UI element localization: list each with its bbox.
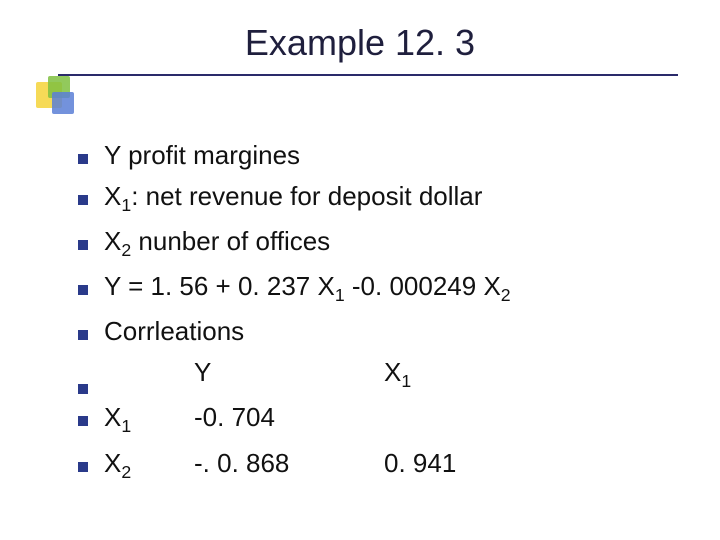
slide-title: Example 12. 3 (0, 22, 720, 64)
list-item: Y = 1. 56 + 0. 237 X1 -0. 000249 X2 (78, 269, 658, 308)
corr-table-row: X2 -. 0. 868 0. 941 (104, 446, 456, 485)
bullet-text: Y profit margines (104, 138, 300, 173)
bullet-icon (78, 154, 88, 164)
text-fragment: Y = 1. 56 + 0. 237 X (104, 271, 335, 301)
bullet-icon (78, 330, 88, 340)
title-underline (58, 74, 678, 76)
table-cell (104, 355, 194, 394)
text-fragment: X (384, 357, 401, 387)
subscript: 2 (121, 240, 131, 260)
text-fragment: : net revenue for deposit dollar (131, 181, 482, 211)
text-fragment: X (104, 448, 121, 478)
bullet-text: X1: net revenue for deposit dollar (104, 179, 482, 218)
decor-square-blue (52, 92, 74, 114)
table-cell: -0. 704 (194, 400, 384, 439)
bullet-icon (78, 384, 88, 394)
table-cell: 0. 941 (384, 446, 456, 485)
text-fragment: X (104, 226, 121, 256)
bullet-icon (78, 195, 88, 205)
corner-decoration (36, 76, 84, 124)
list-item: X1 -0. 704 (78, 400, 658, 439)
subscript: 2 (121, 462, 131, 482)
corr-table-header: Y X1 (104, 355, 411, 394)
bullet-text: Corrleations (104, 314, 244, 349)
bullet-text: Y = 1. 56 + 0. 237 X1 -0. 000249 X2 (104, 269, 511, 308)
text-fragment: -0. 000249 X (345, 271, 501, 301)
table-cell: Y (194, 355, 384, 394)
slide: Example 12. 3 Y profit margines X1: net … (0, 0, 720, 540)
list-item: X2 nunber of offices (78, 224, 658, 263)
list-item: Y profit margines (78, 138, 658, 173)
bullet-icon (78, 462, 88, 472)
list-item: Corrleations (78, 314, 658, 349)
table-cell: X2 (104, 446, 194, 485)
text-fragment: X (104, 181, 121, 211)
table-cell: -. 0. 868 (194, 446, 384, 485)
subscript: 1 (335, 285, 345, 305)
subscript: 1 (401, 372, 411, 392)
subscript: 1 (121, 195, 131, 215)
subscript: 1 (121, 417, 131, 437)
subscript: 2 (501, 285, 511, 305)
list-item: Y X1 (78, 355, 658, 394)
table-cell: X1 (384, 355, 411, 394)
list-item: X1: net revenue for deposit dollar (78, 179, 658, 218)
bullet-icon (78, 240, 88, 250)
table-cell: X1 (104, 400, 194, 439)
slide-body: Y profit margines X1: net revenue for de… (78, 138, 658, 491)
bullet-text: X2 nunber of offices (104, 224, 330, 263)
text-fragment: X (104, 402, 121, 432)
text-fragment: nunber of offices (131, 226, 330, 256)
bullet-icon (78, 416, 88, 426)
bullet-icon (78, 285, 88, 295)
list-item: X2 -. 0. 868 0. 941 (78, 446, 658, 485)
corr-table-row: X1 -0. 704 (104, 400, 384, 439)
